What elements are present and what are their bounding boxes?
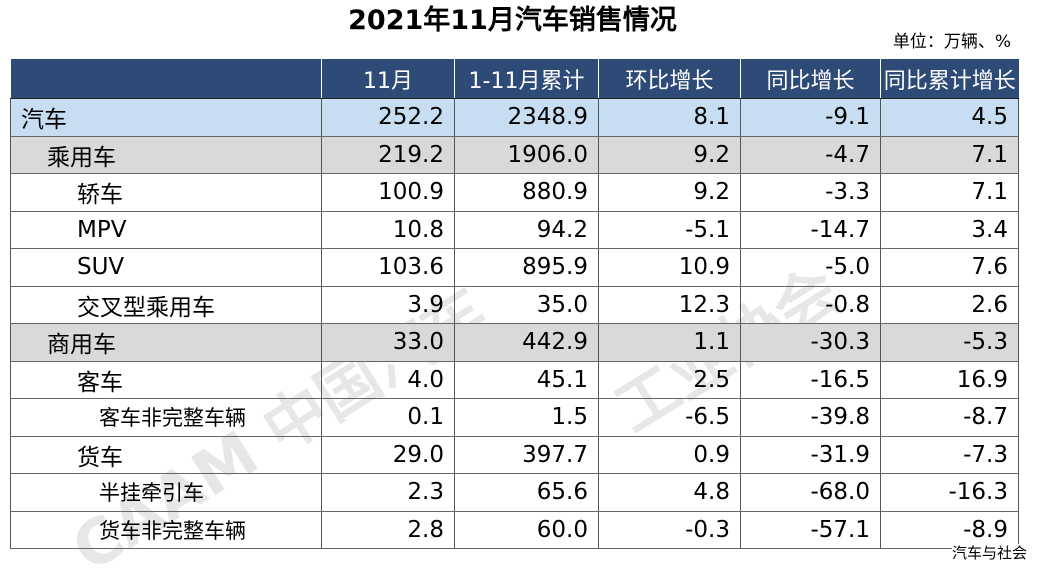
row-label: 商用车 [10, 323, 322, 362]
row-value: -3.3 [740, 173, 881, 212]
row-value: 4.0 [321, 361, 455, 399]
row-label: 交叉型乘用车 [10, 286, 322, 324]
row-value: 10.8 [321, 211, 455, 249]
table-row: SUV 103.6 895.9 10.9 -5.0 7.6 [10, 248, 1019, 287]
row-label: 货车 [10, 436, 322, 474]
row-value: -8.7 [880, 398, 1019, 437]
row-value: 0.1 [321, 398, 455, 437]
table-row: 汽车 252.2 2348.9 8.1 -9.1 4.5 [10, 98, 1019, 137]
table-row: 客车 4.0 45.1 2.5 -16.5 16.9 [10, 361, 1019, 399]
row-value: 4.8 [598, 473, 741, 512]
row-value: -8.9 [880, 511, 1019, 549]
row-value: 10.9 [598, 248, 741, 287]
row-value: 442.9 [454, 323, 599, 362]
row-value: 103.6 [321, 248, 455, 287]
row-value: -5.1 [598, 211, 741, 249]
row-value: 8.1 [598, 98, 741, 137]
row-label: MPV [10, 211, 322, 249]
row-value: 7.1 [880, 173, 1019, 212]
row-value: 219.2 [321, 136, 455, 174]
row-value: -16.3 [880, 473, 1019, 512]
row-label: 轿车 [10, 173, 322, 212]
row-value: 3.4 [880, 211, 1019, 249]
row-value: -68.0 [740, 473, 881, 512]
row-value: 1.1 [598, 323, 741, 362]
table-row: 客车非完整车辆 0.1 1.5 -6.5 -39.8 -8.7 [10, 398, 1019, 437]
table-row: 货车 29.0 397.7 0.9 -31.9 -7.3 [10, 436, 1019, 474]
row-value: 397.7 [454, 436, 599, 474]
table-row: 半挂牵引车 2.3 65.6 4.8 -68.0 -16.3 [10, 473, 1019, 512]
sales-table: 11月 1-11月累计 环比增长 同比增长 同比累计增长 汽车 252.2 2348… [10, 59, 1019, 549]
header-month: 11月 [321, 59, 455, 99]
row-value: -31.9 [740, 436, 881, 474]
row-value: -14.7 [740, 211, 881, 249]
table-row: 货车非完整车辆 2.8 60.0 -0.3 -57.1 -8.9 [10, 511, 1019, 549]
row-value: 895.9 [454, 248, 599, 287]
table-row: 商用车 33.0 442.9 1.1 -30.3 -5.3 [10, 323, 1019, 362]
table-row: MPV 10.8 94.2 -5.1 -14.7 3.4 [10, 211, 1019, 249]
row-label: 客车非完整车辆 [10, 398, 322, 437]
row-value: 100.9 [321, 173, 455, 212]
row-value: -5.0 [740, 248, 881, 287]
header-cumulative: 1-11月累计 [454, 59, 599, 99]
row-value: 33.0 [321, 323, 455, 362]
row-label: 半挂牵引车 [10, 473, 322, 512]
page-title: 2021年11月汽车销售情况 [348, 5, 677, 36]
table-body: 汽车 252.2 2348.9 8.1 -9.1 4.5 乘用车 219.2 1906.0 9.2… [10, 98, 1019, 549]
row-value: 9.2 [598, 173, 741, 212]
header-yoy-cumulative-growth: 同比累计增长 [880, 59, 1019, 99]
row-value: 9.2 [598, 136, 741, 174]
row-value: 880.9 [454, 173, 599, 212]
table-header-row: 11月 1-11月累计 环比增长 同比增长 同比累计增长 [10, 59, 1019, 99]
row-value: 2.8 [321, 511, 455, 549]
row-value: 94.2 [454, 211, 599, 249]
row-value: 0.9 [598, 436, 741, 474]
row-value: 35.0 [454, 286, 599, 324]
table-row: 轿车 100.9 880.9 9.2 -3.3 7.1 [10, 173, 1019, 212]
row-value: 65.6 [454, 473, 599, 512]
header-mom-growth: 环比增长 [598, 59, 741, 99]
header-yoy-growth: 同比增长 [740, 59, 881, 99]
row-value: -6.5 [598, 398, 741, 437]
table-row: 乘用车 219.2 1906.0 9.2 -4.7 7.1 [10, 136, 1019, 174]
row-value: -0.8 [740, 286, 881, 324]
row-value: -57.1 [740, 511, 881, 549]
table-row: 交叉型乘用车 3.9 35.0 12.3 -0.8 2.6 [10, 286, 1019, 324]
row-value: 1906.0 [454, 136, 599, 174]
row-value: -9.1 [740, 98, 881, 137]
row-value: 252.2 [321, 98, 455, 137]
row-value: -4.7 [740, 136, 881, 174]
row-value: -16.5 [740, 361, 881, 399]
row-value: 7.6 [880, 248, 1019, 287]
row-value: 2348.9 [454, 98, 599, 137]
row-value: -5.3 [880, 323, 1019, 362]
row-label: 客车 [10, 361, 322, 399]
footer-source: 汽车与社会 [951, 544, 1027, 562]
row-value: 1.5 [454, 398, 599, 437]
row-label: 乘用车 [10, 136, 322, 174]
row-label: 汽车 [10, 98, 322, 137]
row-value: -30.3 [740, 323, 881, 362]
row-label: 货车非完整车辆 [10, 511, 322, 549]
row-value: 2.5 [598, 361, 741, 399]
row-value: 3.9 [321, 286, 455, 324]
row-value: 2.3 [321, 473, 455, 512]
unit-label: 单位：万辆、% [892, 32, 1011, 52]
row-value: 4.5 [880, 98, 1019, 137]
row-value: 16.9 [880, 361, 1019, 399]
row-value: 2.6 [880, 286, 1019, 324]
row-value: 29.0 [321, 436, 455, 474]
row-value: 12.3 [598, 286, 741, 324]
row-value: -0.3 [598, 511, 741, 549]
row-value: 60.0 [454, 511, 599, 549]
row-value: 7.1 [880, 136, 1019, 174]
row-value: -39.8 [740, 398, 881, 437]
row-value: -7.3 [880, 436, 1019, 474]
header-category [10, 59, 322, 99]
row-value: 45.1 [454, 361, 599, 399]
row-label: SUV [10, 248, 322, 287]
